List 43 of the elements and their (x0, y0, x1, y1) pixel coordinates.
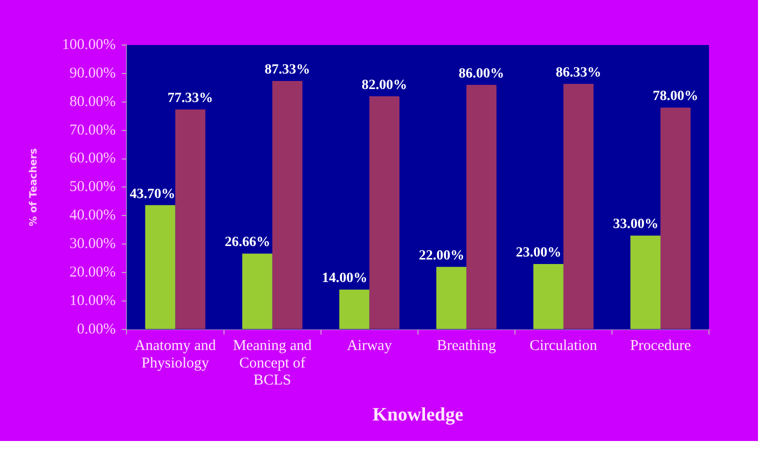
bar (563, 84, 594, 329)
data-label: 26.66% (224, 235, 270, 250)
x-tick-label: Breathing (436, 338, 496, 354)
bar (369, 96, 400, 329)
bar (630, 236, 660, 329)
y-tick-label: 60.00% (69, 150, 116, 167)
bar (175, 109, 206, 329)
y-tick-label: 10.00% (69, 292, 116, 309)
x-tick-label: Meaning and Concept of BCLS (232, 338, 312, 389)
data-label: 86.33% (556, 65, 602, 80)
data-label: 43.70% (130, 186, 176, 202)
data-label: 23.00% (516, 246, 562, 261)
x-tick-label: Airway (346, 338, 392, 354)
x-tick-label: Procedure (630, 338, 692, 354)
x-tick-label: Circulation (530, 338, 598, 354)
data-label: 33.00% (612, 217, 658, 232)
y-tick-label: 80.00% (69, 94, 116, 110)
y-tick-label: 0.00% (76, 321, 116, 338)
y-axis-title: % of Teachers (28, 148, 40, 226)
y-tick-label: 20.00% (69, 264, 116, 280)
bar (145, 205, 176, 329)
bar (436, 266, 466, 329)
bar (466, 84, 496, 329)
y-tick-label: 30.00% (69, 236, 116, 252)
y-tick-label: 90.00% (69, 65, 116, 82)
data-label: 78.00% (652, 89, 698, 104)
bar (339, 290, 370, 329)
data-label: 14.00% (322, 271, 368, 286)
data-label: 22.00% (418, 248, 464, 264)
y-tick-label: 50.00% (69, 179, 116, 196)
x-axis-title: Knowledge (372, 404, 464, 426)
y-tick-label: 100.00% (62, 36, 116, 53)
y-tick-label: 70.00% (69, 122, 116, 138)
data-label: 87.33% (264, 62, 310, 78)
data-label: 77.33% (168, 91, 214, 106)
data-label: 82.00% (362, 78, 408, 93)
bar (242, 254, 272, 329)
x-tick-label: Anatomy and Physiology (134, 338, 216, 372)
bar (660, 108, 691, 329)
bar (272, 81, 302, 329)
y-tick-label: 40.00% (69, 208, 116, 224)
data-label: 86.00% (458, 66, 504, 82)
bar (533, 264, 564, 329)
